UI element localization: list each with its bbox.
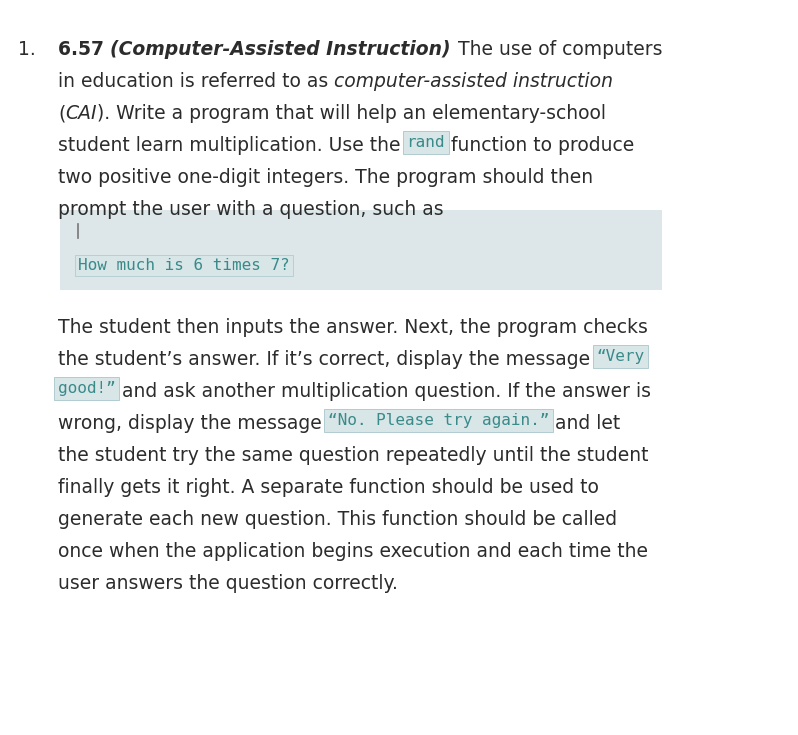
Text: wrong, display the message: wrong, display the message [58, 414, 328, 433]
Text: prompt the user with a question, such as: prompt the user with a question, such as [58, 200, 444, 219]
Text: finally gets it right. A separate function should be used to: finally gets it right. A separate functi… [58, 478, 598, 497]
Text: user answers the question correctly.: user answers the question correctly. [58, 574, 398, 593]
Text: (: ( [58, 104, 65, 123]
Text: good!”: good!” [58, 381, 116, 396]
Text: “No. Please try again.”: “No. Please try again.” [328, 413, 549, 428]
Text: “Very: “Very [596, 349, 644, 364]
Text: rand: rand [406, 135, 445, 150]
Text: 1.: 1. [18, 40, 36, 59]
Text: the student try the same question repeatedly until the student: the student try the same question repeat… [58, 446, 649, 465]
Text: How much is 6 times 7?: How much is 6 times 7? [78, 258, 290, 273]
Text: CAI: CAI [65, 104, 97, 123]
Text: the student’s answer. If it’s correct, display the message: the student’s answer. If it’s correct, d… [58, 350, 596, 369]
Text: once when the application begins execution and each time the: once when the application begins executi… [58, 542, 648, 561]
Text: computer-assisted instruction: computer-assisted instruction [334, 72, 613, 91]
Text: The use of computers: The use of computers [457, 40, 662, 59]
Text: in education is referred to as: in education is referred to as [58, 72, 334, 91]
Text: 6.57: 6.57 [58, 40, 110, 59]
Text: student learn multiplication. Use the: student learn multiplication. Use the [58, 136, 406, 155]
Text: and let: and let [549, 414, 620, 433]
Text: (Computer-Assisted Instruction): (Computer-Assisted Instruction) [110, 40, 457, 59]
Text: function to produce: function to produce [445, 136, 634, 155]
Text: two positive one-digit integers. The program should then: two positive one-digit integers. The pro… [58, 168, 593, 187]
Text: and ask another multiplication question. If the answer is: and ask another multiplication question.… [116, 382, 650, 401]
Text: The student then inputs the answer. Next, the program checks: The student then inputs the answer. Next… [58, 318, 648, 337]
Text: generate each new question. This function should be called: generate each new question. This functio… [58, 510, 617, 529]
FancyBboxPatch shape [60, 210, 662, 290]
Text: ). Write a program that will help an elementary-school: ). Write a program that will help an ele… [97, 104, 606, 123]
